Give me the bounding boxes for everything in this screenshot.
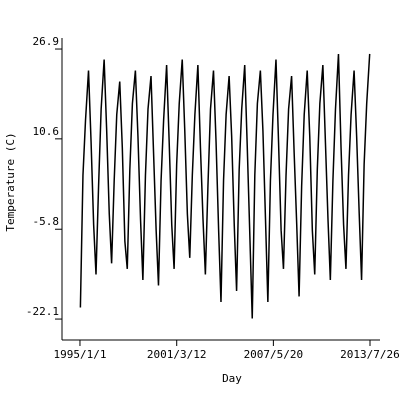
y-axis-label: Temperature (C) <box>4 132 17 231</box>
y-tick-label: -5.8 <box>33 215 60 228</box>
x-tick-label: 2013/7/26 <box>340 348 400 361</box>
y-tick-label: 10.6 <box>33 125 60 138</box>
x-tick-label: 1995/1/1 <box>53 348 106 361</box>
x-axis-label: Day <box>222 372 242 385</box>
y-tick-label: -22.1 <box>26 305 59 318</box>
x-tick-label: 2001/3/12 <box>147 348 207 361</box>
line <box>79 53 371 319</box>
x-tick-label: 2007/5/20 <box>244 348 304 361</box>
y-tick-label: 26.9 <box>33 35 60 48</box>
